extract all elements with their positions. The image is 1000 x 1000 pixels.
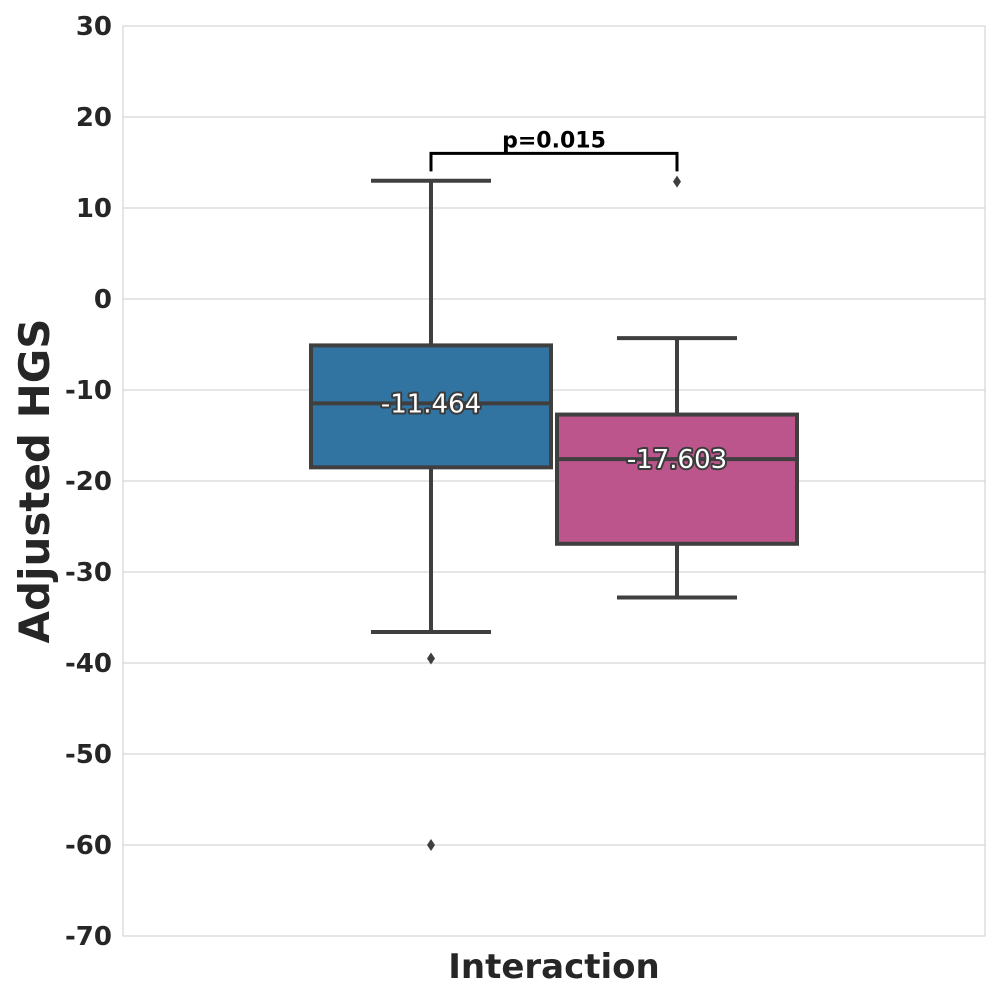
significance-label: p=0.015 [502,128,606,153]
y-tick-label: -10 [65,376,112,406]
y-tick-label: -70 [65,922,112,952]
y-tick-label: -40 [65,649,112,679]
significance-annotation: p=0.015 [429,128,679,172]
y-tick-label: 0 [94,285,112,315]
median-value-label: -11.464 [381,389,481,419]
median-value-label: -17.603 [627,445,727,475]
boxes: -11.464 -17.603 [309,175,799,851]
y-tick-label: -50 [65,740,112,770]
y-tick-label: 10 [76,194,112,224]
x-axis-title: Interaction [448,947,660,987]
box-iqr [309,343,553,470]
significance-bracket [429,151,679,172]
y-tick-labels: 30 20 10 0 -10 -20 -30 -40 -50 -60 -70 [65,12,112,952]
y-tick-label: -30 [65,558,112,588]
outlier-point [427,839,435,851]
outlier-point [427,652,435,665]
y-tick-label: -60 [65,831,112,861]
y-tick-label: 30 [76,12,112,42]
y-tick-label: 20 [76,103,112,133]
box-group: -17.603 [555,175,799,600]
y-axis-title: Adjusted HGS [10,319,59,644]
y-tick-label: -20 [65,467,112,497]
box-group: -11.464 [309,178,553,851]
outlier-point [673,175,681,188]
box-iqr [555,412,799,546]
grid-lines [123,25,985,937]
